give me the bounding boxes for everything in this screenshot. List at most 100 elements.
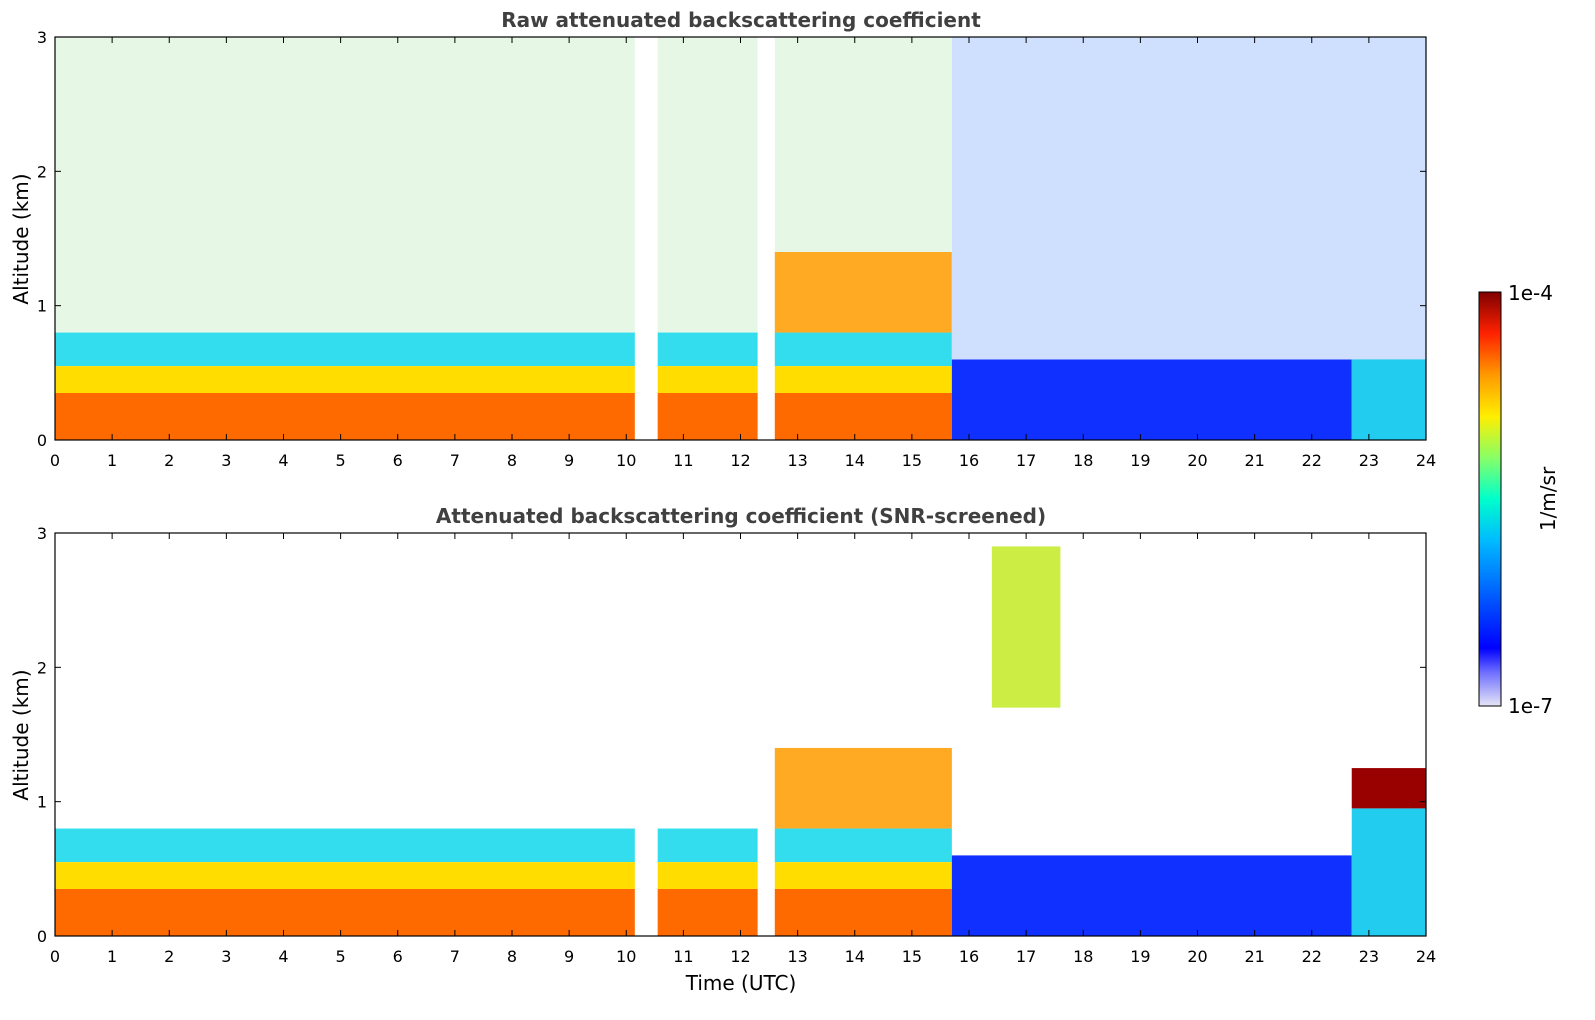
low-signal-band <box>951 855 1352 936</box>
x-tick-label: 22 <box>1302 451 1322 470</box>
x-tick-label: 19 <box>1130 947 1150 966</box>
y-tick-label: 0 <box>37 927 47 946</box>
x-tick-label: 10 <box>616 947 636 966</box>
layer-top-band <box>657 332 758 367</box>
y-axis-label: Altitude (km) <box>9 173 33 304</box>
y-tick-label: 3 <box>37 524 47 543</box>
x-tick-label: 18 <box>1073 451 1093 470</box>
y-tick-label: 2 <box>37 658 47 677</box>
x-tick-label: 17 <box>1016 947 1036 966</box>
layer-top-band <box>55 332 635 367</box>
x-tick-label: 21 <box>1244 947 1264 966</box>
x-axis-label: Time (UTC) <box>685 971 797 995</box>
colorbar-unit-label: 1/m/sr <box>1536 466 1560 531</box>
near-surface-band <box>55 888 635 936</box>
x-tick-label: 0 <box>50 451 60 470</box>
x-tick-label: 16 <box>959 451 979 470</box>
y-ticks: 0 1 2 3 <box>37 524 1426 946</box>
x-ticks: 0 1 2 3 4 5 6 7 8 9 10 11 12 13 14 15 16 17 18 19 20 21 22 23 24 <box>50 37 1436 470</box>
y-axis-label: Altitude (km) <box>9 669 33 800</box>
layer-top-band <box>55 828 635 863</box>
evening-layer <box>1351 808 1426 936</box>
x-tick-label: 10 <box>616 451 636 470</box>
x-tick-label: 7 <box>450 947 460 966</box>
colorbar-gradient <box>1478 291 1502 707</box>
cloud-band <box>774 747 952 829</box>
x-tick-label: 9 <box>564 947 574 966</box>
y-tick-label: 2 <box>37 162 47 181</box>
layer-mid-band <box>774 366 952 393</box>
x-tick-label: 23 <box>1359 451 1379 470</box>
x-tick-label: 14 <box>845 947 865 966</box>
layer-mid-band <box>55 862 635 889</box>
x-tick-label: 24 <box>1416 947 1436 966</box>
x-tick-label: 4 <box>278 451 288 470</box>
x-tick-label: 6 <box>393 451 403 470</box>
plot-area <box>55 37 1426 440</box>
x-tick-label: 12 <box>730 451 750 470</box>
x-tick-label: 1 <box>107 947 117 966</box>
y-tick-label: 0 <box>37 431 47 450</box>
x-tick-label: 6 <box>393 947 403 966</box>
x-tick-label: 7 <box>450 451 460 470</box>
colorbar-min-label: 1e-7 <box>1508 694 1553 718</box>
x-tick-label: 5 <box>336 947 346 966</box>
noise-band <box>774 37 952 252</box>
x-tick-label: 13 <box>787 451 807 470</box>
x-tick-label: 3 <box>221 451 231 470</box>
x-tick-label: 12 <box>730 947 750 966</box>
x-tick-label: 9 <box>564 451 574 470</box>
layer-mid-band <box>657 862 758 889</box>
x-tick-label: 11 <box>673 451 693 470</box>
near-surface-band <box>774 888 952 936</box>
near-surface-band <box>657 888 758 936</box>
layer-top-band <box>774 332 952 367</box>
panel-raw: Raw attenuated backscattering coefficien… <box>9 8 1436 470</box>
layer-top-band <box>774 828 952 863</box>
x-tick-label: 18 <box>1073 947 1093 966</box>
x-tick-label: 15 <box>902 947 922 966</box>
x-tick-label: 20 <box>1187 451 1207 470</box>
x-tick-label: 8 <box>507 451 517 470</box>
x-tick-label: 11 <box>673 947 693 966</box>
x-tick-label: 2 <box>164 451 174 470</box>
noise-band <box>951 37 1426 360</box>
x-tick-label: 15 <box>902 451 922 470</box>
x-tick-label: 1 <box>107 451 117 470</box>
x-tick-label: 21 <box>1244 451 1264 470</box>
elevated-layer <box>991 546 1061 708</box>
panel-screened: Attenuated backscattering coefficient (S… <box>9 504 1436 995</box>
y-tick-label: 1 <box>37 297 47 316</box>
low-signal-band <box>951 359 1352 440</box>
x-tick-label: 14 <box>845 451 865 470</box>
layer-top-band <box>657 828 758 863</box>
layer-mid-band <box>774 862 952 889</box>
x-tick-label: 16 <box>959 947 979 966</box>
x-tick-label: 22 <box>1302 947 1322 966</box>
y-tick-label: 3 <box>37 28 47 47</box>
x-tick-label: 13 <box>787 947 807 966</box>
x-tick-label: 5 <box>336 451 346 470</box>
noise-band <box>657 37 758 333</box>
x-tick-label: 4 <box>278 947 288 966</box>
x-tick-label: 24 <box>1416 451 1436 470</box>
panel-title: Attenuated backscattering coefficient (S… <box>436 504 1046 528</box>
x-tick-label: 2 <box>164 947 174 966</box>
x-tick-label: 3 <box>221 947 231 966</box>
near-surface-band <box>657 392 758 440</box>
x-ticks: 0 1 2 3 4 5 6 7 8 9 10 11 12 13 14 15 16 17 18 19 20 21 22 23 24 <box>50 533 1436 966</box>
near-surface-band <box>774 392 952 440</box>
evening-cloud-top <box>1351 768 1426 809</box>
panel-title: Raw attenuated backscattering coefficien… <box>501 8 981 32</box>
colorbar-max-label: 1e-4 <box>1508 281 1553 305</box>
x-tick-label: 17 <box>1016 451 1036 470</box>
plot-area <box>55 546 1426 936</box>
x-tick-label: 19 <box>1130 451 1150 470</box>
noise-band <box>55 37 635 333</box>
cloud-band <box>774 251 952 333</box>
y-ticks: 0 1 2 3 <box>37 28 1426 450</box>
y-tick-label: 1 <box>37 793 47 812</box>
layer-mid-band <box>657 366 758 393</box>
near-surface-band <box>55 392 635 440</box>
